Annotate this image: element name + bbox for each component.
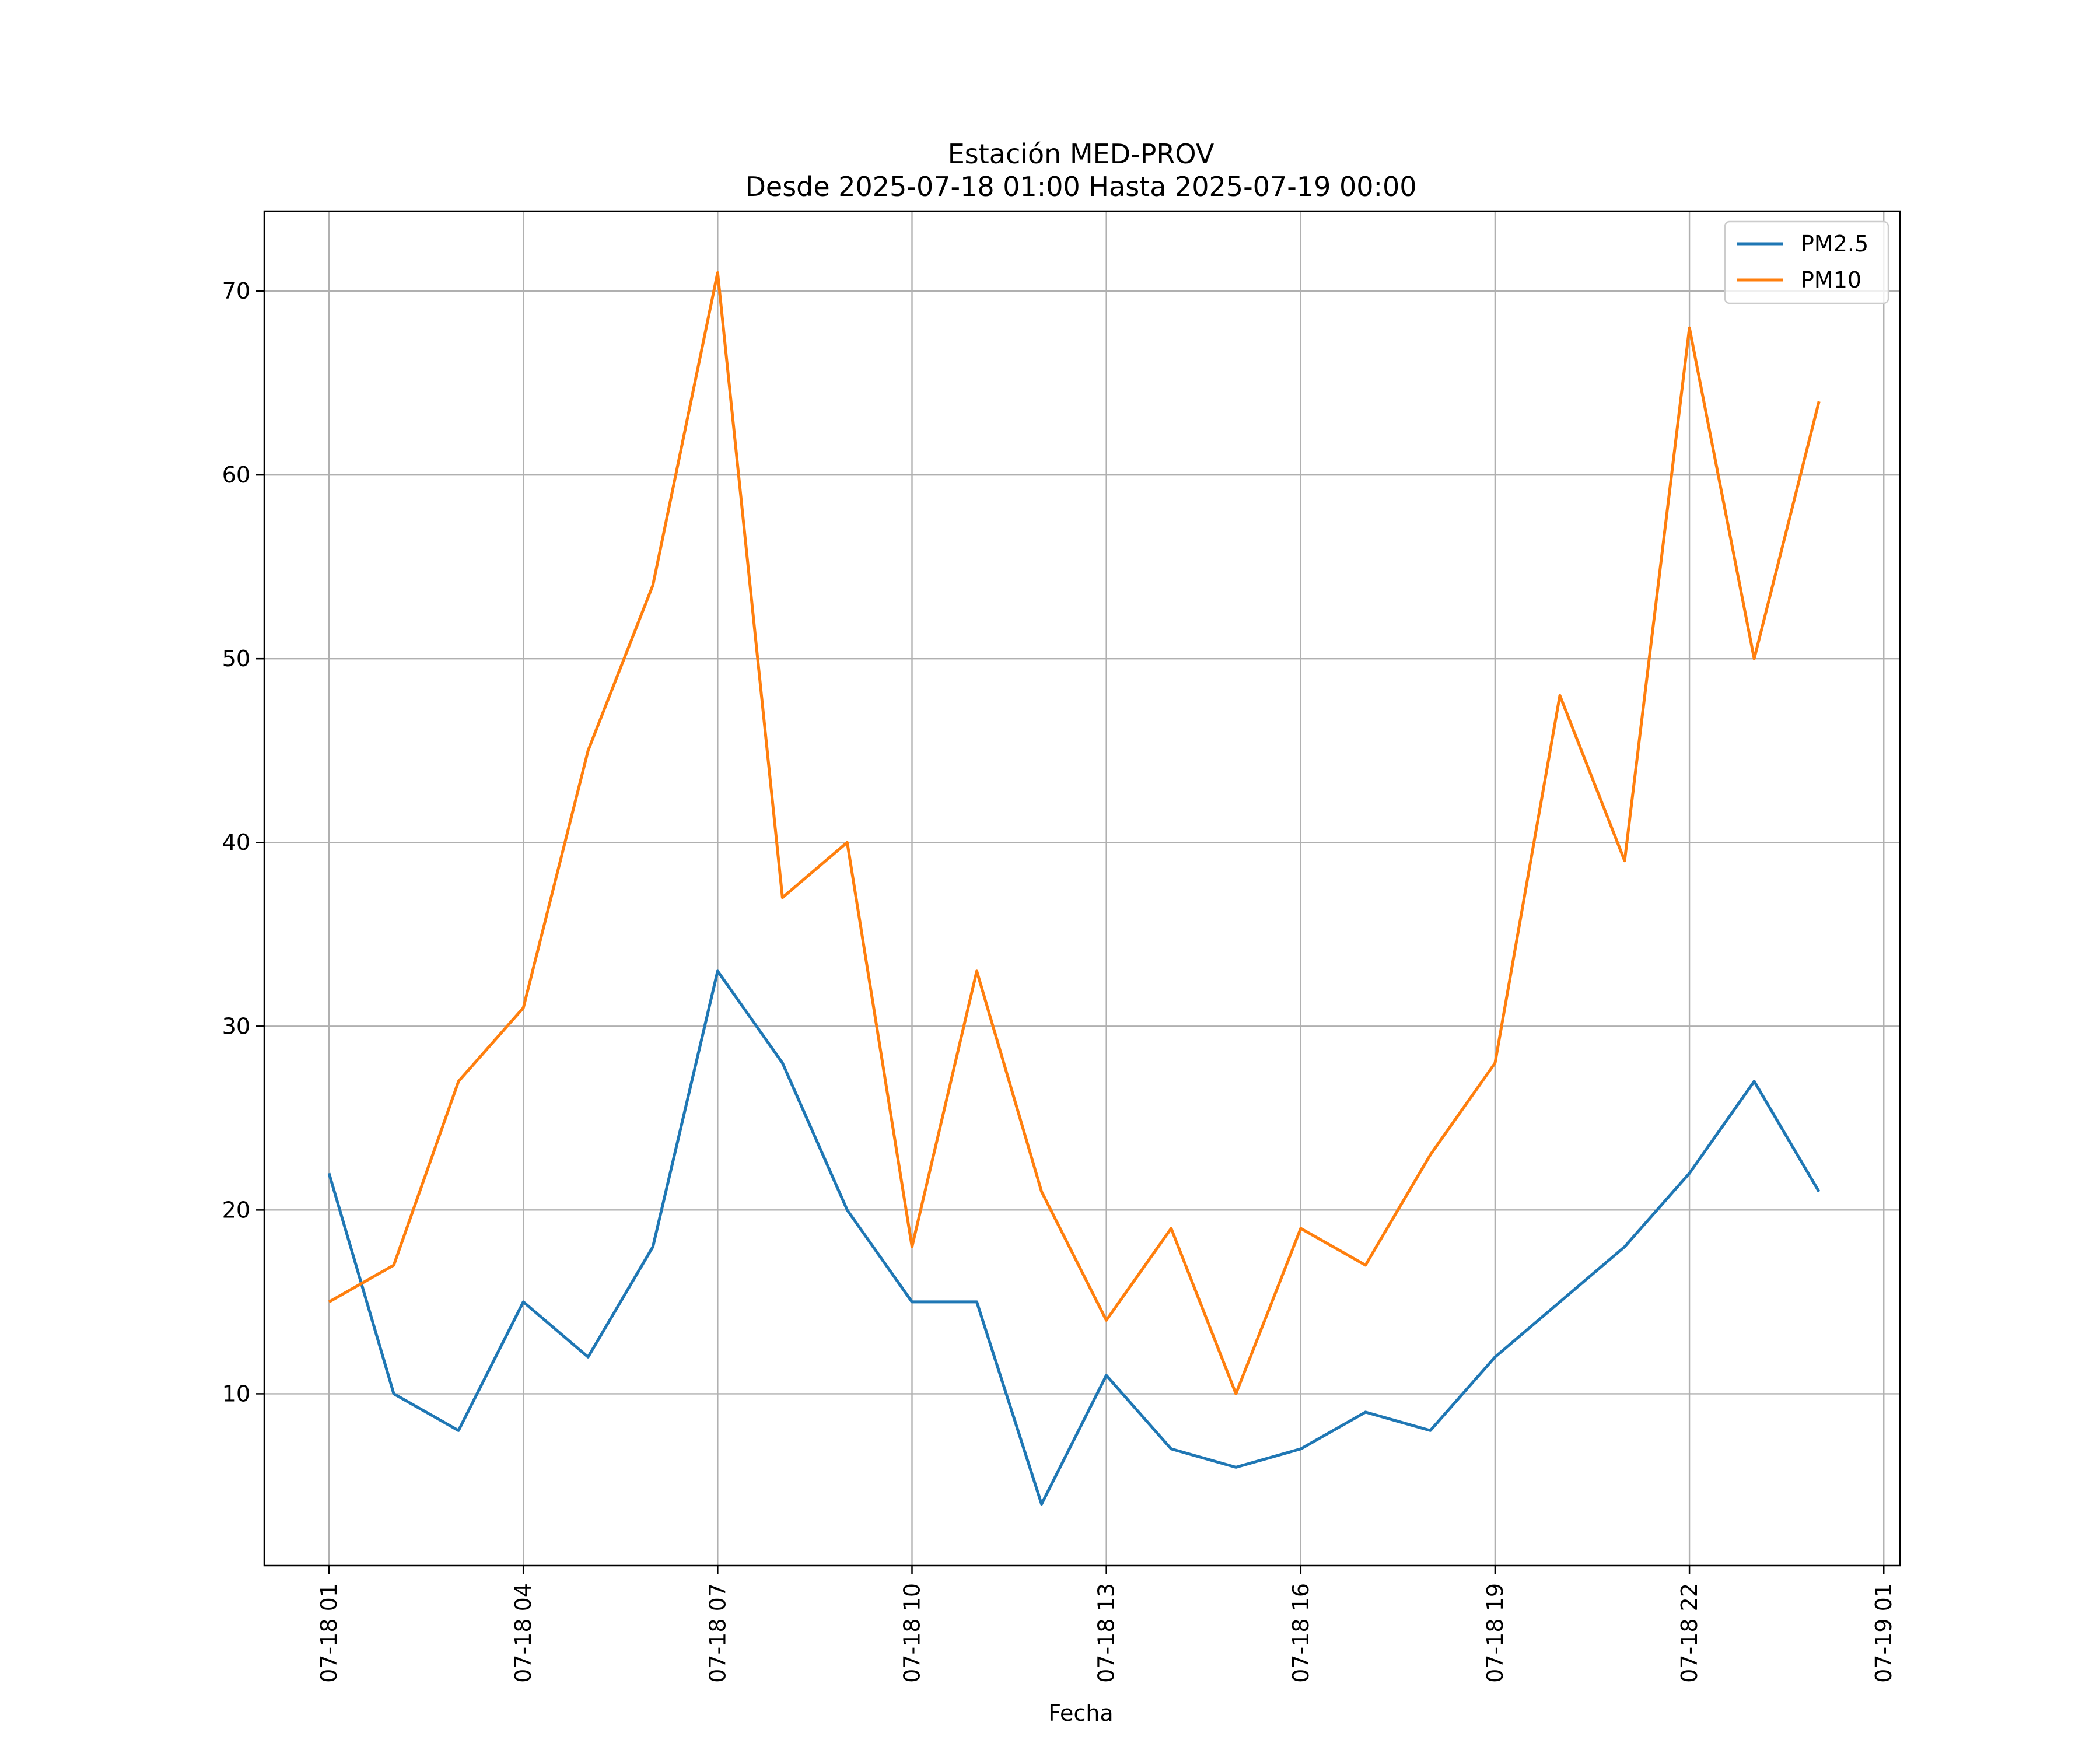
y-tick-label: 20 [222, 1197, 250, 1223]
chart-title: Estación MED-PROV [948, 138, 1214, 170]
x-axis-label: Fecha [1048, 1700, 1113, 1726]
x-tick-label: 07-18 04 [510, 1583, 536, 1683]
chart-subtitle: Desde 2025-07-18 01:00 Hasta 2025-07-19 … [745, 171, 1416, 202]
series-line-pm10 [328, 271, 1821, 1395]
series-line-pm25 [327, 970, 1821, 1506]
x-tick-label: 07-18 22 [1676, 1583, 1702, 1683]
y-tick-label: 50 [222, 646, 250, 671]
y-axis-ticks: 10 20 30 40 50 60 70 [222, 278, 264, 1406]
x-tick-label: 07-18 13 [1094, 1583, 1119, 1683]
legend-label: PM2.5 [1801, 231, 1868, 257]
grid-lines [264, 211, 1900, 1566]
y-tick-label: 30 [222, 1013, 250, 1039]
y-tick-label: 70 [222, 278, 250, 304]
x-tick-label: 07-18 16 [1288, 1583, 1314, 1683]
x-tick-label: 07-18 01 [316, 1583, 342, 1683]
x-tick-label: 07-19 01 [1871, 1583, 1896, 1683]
x-axis-ticks: 07-18 01 07-18 04 07-18 07 07-18 10 07-18 13… [316, 1566, 1896, 1683]
series-lines [327, 271, 1821, 1506]
legend: PM2.5 PM10 [1724, 220, 1889, 304]
x-tick-label: 07-18 07 [705, 1583, 730, 1683]
legend-label: PM10 [1801, 267, 1861, 293]
y-tick-label: 60 [222, 462, 250, 488]
y-tick-label: 10 [222, 1381, 250, 1406]
legend-box [1724, 220, 1889, 304]
x-tick-label: 07-18 19 [1482, 1583, 1508, 1683]
y-tick-label: 40 [222, 830, 250, 855]
x-tick-label: 07-18 10 [899, 1583, 925, 1683]
plot-frame [263, 210, 1901, 1567]
